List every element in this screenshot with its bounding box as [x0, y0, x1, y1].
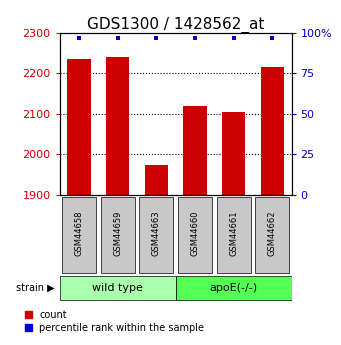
FancyBboxPatch shape — [62, 197, 96, 273]
Text: wild type: wild type — [92, 283, 143, 293]
Bar — [145, 165, 168, 195]
Point — [153, 35, 159, 40]
Bar — [261, 67, 284, 195]
Point — [76, 35, 82, 40]
Text: strain ▶: strain ▶ — [16, 283, 55, 293]
Text: GSM44658: GSM44658 — [74, 210, 84, 256]
Bar — [183, 106, 207, 195]
Point — [231, 35, 236, 40]
FancyBboxPatch shape — [255, 197, 289, 273]
FancyBboxPatch shape — [217, 197, 251, 273]
Bar — [106, 57, 129, 195]
FancyBboxPatch shape — [176, 276, 292, 300]
FancyBboxPatch shape — [178, 197, 212, 273]
Bar — [68, 59, 91, 195]
Text: GSM44663: GSM44663 — [152, 210, 161, 256]
Text: apoE(-/-): apoE(-/-) — [209, 283, 258, 293]
FancyBboxPatch shape — [139, 197, 173, 273]
Text: GSM44662: GSM44662 — [268, 210, 277, 256]
Text: GSM44659: GSM44659 — [113, 210, 122, 256]
Point — [269, 35, 275, 40]
Legend: count, percentile rank within the sample: count, percentile rank within the sample — [22, 307, 207, 336]
Bar — [222, 112, 245, 195]
FancyBboxPatch shape — [101, 197, 135, 273]
Point — [192, 35, 198, 40]
Text: GSM44660: GSM44660 — [190, 210, 199, 256]
Point — [115, 35, 120, 40]
Title: GDS1300 / 1428562_at: GDS1300 / 1428562_at — [87, 17, 264, 33]
Text: GSM44661: GSM44661 — [229, 210, 238, 256]
FancyBboxPatch shape — [60, 276, 176, 300]
